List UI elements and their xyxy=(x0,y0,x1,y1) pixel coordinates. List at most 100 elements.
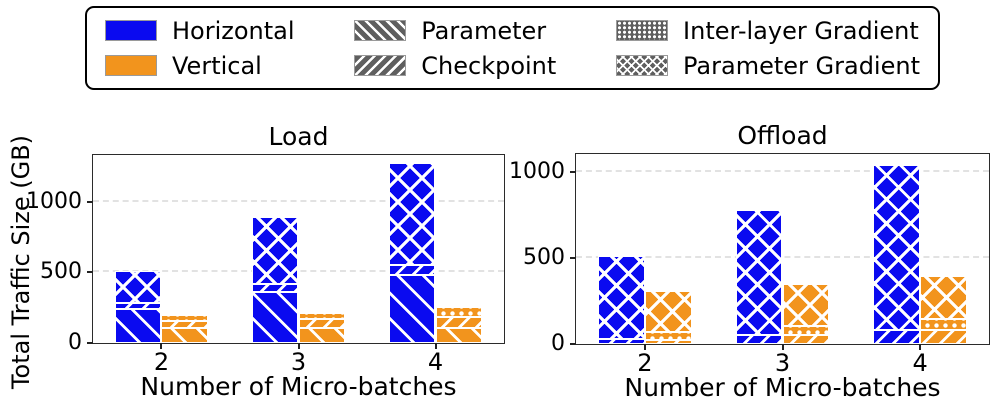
ytick-mark-1000 xyxy=(570,171,576,174)
bar-segment-parameter-gradient xyxy=(782,283,830,326)
y-axis-label: Total Traffic Size (GB) xyxy=(7,134,35,390)
ytick-label-500: 500 xyxy=(40,259,82,285)
bar-segment-checkpoint xyxy=(920,330,968,344)
gridline-500 xyxy=(576,256,989,259)
bar-segment-checkpoint xyxy=(388,264,436,276)
ytick-label-0: 0 xyxy=(68,330,82,355)
legend-label: Parameter xyxy=(421,16,547,45)
legend-item-parameter-gradient: Parameter Gradient xyxy=(616,54,920,78)
legend-item-checkpoint: Checkpoint xyxy=(354,54,556,78)
bar-segment-parameter xyxy=(251,292,299,343)
bar-segment-parameter-gradient xyxy=(735,209,783,335)
bar-segment-parameter xyxy=(435,328,483,343)
bar-segment-checkpoint xyxy=(161,321,209,329)
x-axis-label-offload: Number of Micro-batches xyxy=(624,373,941,402)
gridline-1000 xyxy=(93,199,504,202)
bar-offload-mb4-horizontal xyxy=(873,154,921,344)
xtick-label-3: 3 xyxy=(774,349,791,377)
subplot-title-load: Load xyxy=(268,122,329,151)
subplot-load: Load 0 500 1000 2 3 4 Number of Micro-batches xyxy=(26,122,505,405)
bar-segment-parameter-gradient xyxy=(873,165,921,331)
bar-segment-parameter-gradient xyxy=(114,270,162,303)
bar-segment-parameter-gradient xyxy=(920,276,968,320)
ytick-label-0: 0 xyxy=(551,331,565,356)
ytick-label-500: 500 xyxy=(523,245,565,271)
bar-segment-inter-layer-gradient xyxy=(435,306,483,317)
bar-load-mb4-horizontal xyxy=(388,155,436,343)
ytick-label-1000: 1000 xyxy=(26,188,82,214)
xtick-mark-4 xyxy=(919,344,922,350)
x-axis-label-load: Number of Micro-batches xyxy=(140,372,457,401)
ytick-mark-1000 xyxy=(87,200,93,203)
xtick-mark-4 xyxy=(434,343,437,349)
bar-segment-inter-layer-gradient xyxy=(161,315,209,322)
legend-swatch-horizontal xyxy=(105,20,157,41)
legend-item-vertical: Vertical xyxy=(105,54,295,78)
bar-segment-parameter xyxy=(114,309,162,343)
xtick-mark-2 xyxy=(160,343,163,349)
legend: Horizontal Vertical Parameter Checkpoint Int… xyxy=(85,6,940,90)
bar-segment-inter-layer-gradient xyxy=(298,312,346,320)
bar-load-mb3-horizontal xyxy=(251,155,299,343)
bar-segment-checkpoint xyxy=(782,335,830,344)
xtick-label-2: 2 xyxy=(637,349,653,377)
bar-load-mb2-vertical xyxy=(161,155,209,343)
bar-segment-checkpoint xyxy=(114,302,162,310)
gridline-500 xyxy=(93,270,504,273)
xtick-label-4: 4 xyxy=(912,349,928,377)
legend-swatch-vertical xyxy=(105,55,157,76)
bar-segment-checkpoint xyxy=(644,339,692,344)
bar-load-mb4-vertical xyxy=(435,155,483,343)
subplot-offload: Offload 0 500 1000 2 3 4 Number of Micro-batc… xyxy=(509,121,990,405)
ytick-mark-0 xyxy=(570,343,576,345)
bar-segment-checkpoint xyxy=(597,338,645,344)
legend-label: Checkpoint xyxy=(421,51,557,80)
bar-segment-parameter xyxy=(161,328,209,343)
bar-segment-parameter xyxy=(298,328,346,343)
bar-segment-parameter-gradient xyxy=(388,162,436,265)
legend-label: Inter-layer Gradient xyxy=(683,16,919,45)
legend-swatch-inter-layer-gradient xyxy=(616,20,669,41)
bar-segment-inter-layer-gradient xyxy=(920,319,968,331)
legend-label: Vertical xyxy=(172,51,262,80)
bar-load-mb2-horizontal xyxy=(114,155,162,343)
legend-label: Parameter Gradient xyxy=(683,51,920,80)
legend-item-parameter: Parameter xyxy=(354,19,556,43)
bar-offload-mb2-horizontal xyxy=(597,154,645,344)
bar-segment-inter-layer-gradient xyxy=(644,331,692,340)
bar-segment-checkpoint xyxy=(298,319,346,329)
xtick-mark-3 xyxy=(781,344,784,350)
bar-segment-checkpoint xyxy=(735,334,783,344)
xtick-mark-3 xyxy=(297,343,300,349)
plot-area-offload: 0 500 1000 2 3 4 xyxy=(509,153,990,375)
bar-segment-checkpoint xyxy=(873,330,921,344)
legend-item-inter-layer-gradient: Inter-layer Gradient xyxy=(616,19,920,43)
bar-segment-inter-layer-gradient xyxy=(782,325,830,336)
xtick-label-2: 2 xyxy=(153,348,170,376)
gridline-1000 xyxy=(576,170,989,173)
bar-segment-checkpoint xyxy=(435,316,483,329)
xtick-label-3: 3 xyxy=(290,348,307,376)
plot-area-load: 0 500 1000 2 3 4 xyxy=(26,154,505,374)
bar-offload-mb3-vertical xyxy=(782,154,830,344)
bar-load-mb3-vertical xyxy=(298,155,346,343)
subplot-title-offload: Offload xyxy=(737,121,828,150)
bar-segment-parameter-gradient xyxy=(644,290,692,332)
xtick-label-4: 4 xyxy=(427,348,444,376)
legend-swatch-parameter xyxy=(354,20,407,41)
ytick-label-1000: 1000 xyxy=(509,159,565,185)
legend-label: Horizontal xyxy=(172,16,295,45)
ytick-mark-500 xyxy=(570,257,576,260)
ytick-mark-0 xyxy=(87,342,93,344)
bar-segment-parameter-gradient xyxy=(251,217,299,285)
bar-segment-parameter xyxy=(388,275,436,343)
ytick-mark-500 xyxy=(87,271,93,274)
bar-segment-checkpoint xyxy=(251,284,299,293)
bar-offload-mb4-vertical xyxy=(920,154,968,344)
bar-offload-mb2-vertical xyxy=(644,154,692,344)
bar-segment-parameter-gradient xyxy=(597,256,645,339)
bar-offload-mb3-horizontal xyxy=(735,154,783,344)
legend-swatch-parameter-gradient xyxy=(616,55,669,76)
legend-swatch-checkpoint xyxy=(354,55,407,76)
